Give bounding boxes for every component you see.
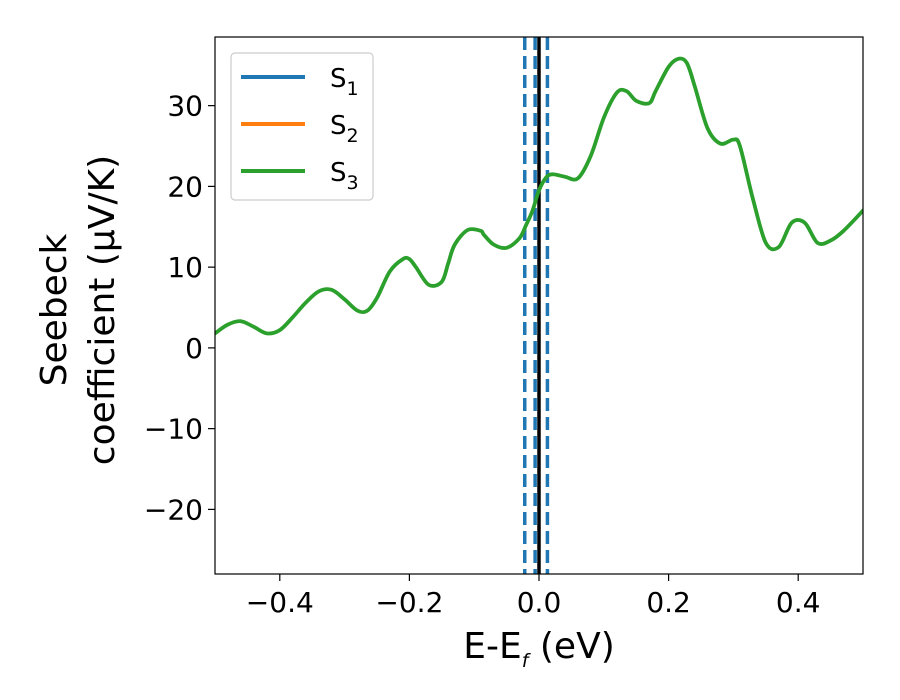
x-tick-label: −0.4 [246,586,314,619]
legend-label-s1: S1 [330,64,359,100]
x-tick-label: 0.0 [517,586,562,619]
x-tick-label: −0.2 [375,586,443,619]
x-axis-ticks: −0.4 −0.2 0.0 0.2 0.4 [246,574,821,619]
legend: S1 S2 S3 [230,52,374,201]
y-tick-label: 0 [185,332,203,365]
y-tick-label: 10 [167,251,203,284]
vertical-lines [522,37,550,574]
x-tick-label: 0.4 [776,586,821,619]
series-lines [215,56,863,336]
x-tick-label: 0.2 [646,586,691,619]
y-axis-label-line1: Seebeck [34,233,75,386]
series-line-s3 [215,56,863,336]
y-axis-label-line2: coefficient (μV/K) [82,155,123,465]
y-axis-label: Seebeck coefficient (μV/K) [34,155,123,465]
x-axis-label: E-Ef (eV) [463,626,615,672]
legend-label-s2: S2 [330,111,359,147]
legend-label-s3: S3 [330,158,359,194]
y-tick-label: 30 [167,90,203,123]
legend-box [230,52,374,201]
y-tick-label: −20 [144,493,203,526]
y-axis-ticks: −20 −10 0 10 20 30 [144,90,215,526]
y-tick-label: −10 [144,413,203,446]
y-tick-label: 20 [167,170,203,203]
